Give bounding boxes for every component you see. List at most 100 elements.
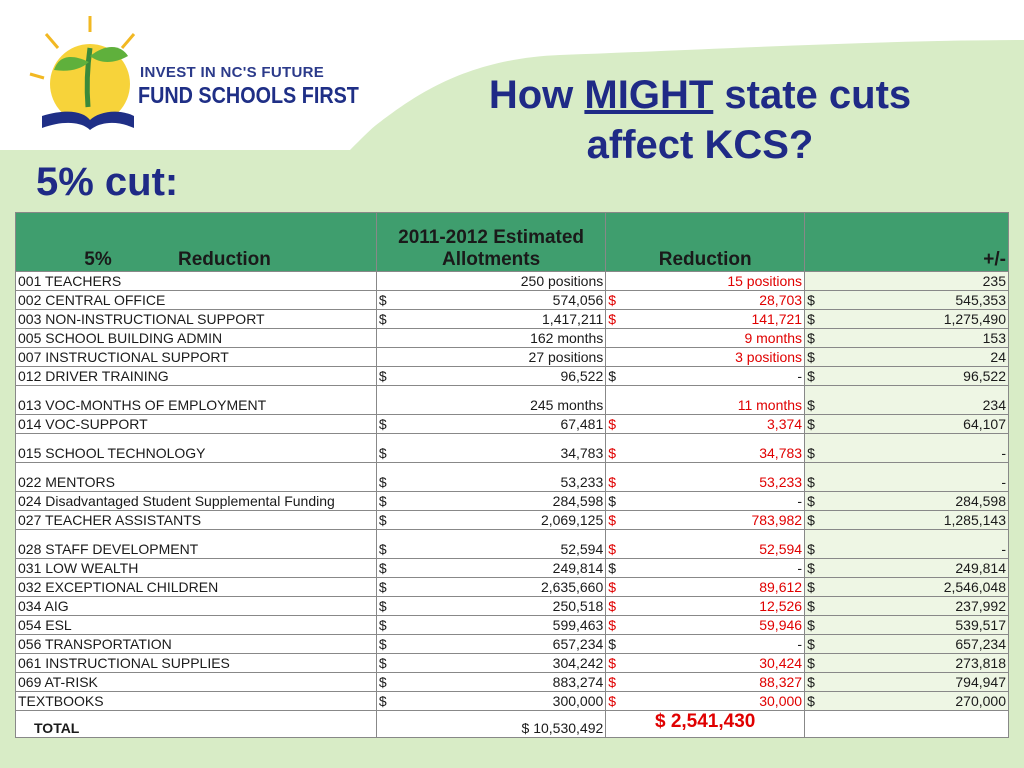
row-label: 032 EXCEPTIONAL CHILDREN — [15, 577, 377, 597]
allotment-cell: $250,518 — [375, 596, 607, 616]
reduction-cell-value: - — [797, 560, 803, 576]
difference-cell-currency: $ — [807, 617, 815, 633]
difference-cell-currency: $ — [807, 349, 815, 365]
table-row: 069 AT-RISK $883,274 $88,327 $794,947 — [15, 672, 1009, 692]
reduction-cell: $783,982 — [605, 510, 806, 530]
difference-cell: $284,598 — [804, 491, 1009, 511]
title-prefix: How — [488, 73, 585, 117]
row-label: 015 SCHOOL TECHNOLOGY — [15, 433, 377, 463]
header-allotments: 2011-2012 Estimated Allotments — [375, 212, 607, 272]
reduction-cell: $ - — [605, 634, 806, 654]
table-row: 054 ESL $599,463 $59,946 $539,517 — [15, 615, 1009, 635]
allotment-cell-currency: $ — [378, 693, 387, 709]
reduction-cell-currency: $ — [608, 541, 617, 557]
allotment-cell-currency: $ — [378, 311, 387, 327]
row-label: 056 TRANSPORTATION — [15, 634, 377, 654]
reduction-cell-currency: $ — [608, 693, 617, 709]
difference-cell-value: 24 — [990, 349, 1006, 365]
allotment-cell: $53,233 — [375, 462, 607, 492]
allotment-cell: 27 positions — [375, 347, 607, 367]
reduction-cell: $59,946 — [605, 615, 806, 635]
difference-cell-value: - — [1001, 541, 1006, 557]
reduction-cell: $53,233 — [605, 462, 806, 492]
reduction-cell-currency: $ — [608, 598, 617, 614]
difference-cell-value: 1,275,490 — [943, 311, 1006, 327]
allotment-cell-value: 883,274 — [552, 674, 604, 690]
allotment-cell-currency: $ — [378, 368, 387, 384]
difference-cell: $1,285,143 — [804, 510, 1009, 530]
difference-cell-currency: $ — [807, 445, 815, 461]
row-label: TEXTBOOKS — [15, 691, 377, 711]
table-row: 012 DRIVER TRAINING $96,522 $ - $96,522 — [15, 366, 1009, 386]
header-category: 5% Reduction — [15, 212, 377, 272]
allotment-cell: $249,814 — [375, 558, 607, 578]
reduction-cell-value: 53,233 — [759, 474, 803, 490]
reduction-cell-currency: $ — [608, 674, 617, 690]
reduction-cell: 9 months — [605, 328, 806, 348]
table-row: 014 VOC-SUPPORT $67,481 $3,374 $64,107 — [15, 414, 1009, 434]
table-row: 028 STAFF DEVELOPMENT $52,594 $52,594 $ - — [15, 529, 1009, 559]
difference-cell: 235 — [804, 271, 1009, 291]
reduction-cell: $88,327 — [605, 672, 806, 692]
table-row: 032 EXCEPTIONAL CHILDREN $2,635,660 $89,61… — [15, 577, 1009, 597]
allotment-cell-value: 300,000 — [552, 693, 604, 709]
difference-cell-value: 273,818 — [955, 655, 1006, 671]
difference-cell: $1,275,490 — [804, 309, 1009, 329]
row-label: 022 MENTORS — [15, 462, 377, 492]
reduction-cell-currency: $ — [608, 560, 617, 576]
reduction-cell-value: - — [797, 368, 803, 384]
difference-cell-value: 284,598 — [955, 493, 1006, 509]
allotment-cell-currency: $ — [378, 445, 387, 461]
table-row: 007 INSTRUCTIONAL SUPPORT 27 positions 3 p… — [15, 347, 1009, 367]
difference-cell-value: 153 — [982, 330, 1006, 346]
difference-cell-value: 2,546,048 — [943, 579, 1006, 595]
logo-name: FUND SCHOOLS FIRST — [138, 82, 359, 108]
difference-cell: $545,353 — [804, 290, 1009, 310]
allotment-cell-currency: $ — [378, 674, 387, 690]
reduction-cell: $34,783 — [605, 433, 806, 463]
row-label: 003 NON-INSTRUCTIONAL SUPPORT — [15, 309, 377, 329]
table-row: 015 SCHOOL TECHNOLOGY $34,783 $34,783 $ - — [15, 433, 1009, 463]
table-row: 002 CENTRAL OFFICE $574,056 $28,703 $545,35… — [15, 290, 1009, 310]
reduction-cell-value: 59,946 — [759, 617, 803, 633]
difference-cell-value: 96,522 — [963, 368, 1006, 384]
allotment-cell-value: 657,234 — [552, 636, 604, 652]
row-label: 054 ESL — [15, 615, 377, 635]
reduction-cell: 11 months — [605, 385, 806, 415]
allotment-cell-currency: $ — [378, 598, 387, 614]
reduction-cell: 15 positions — [605, 271, 806, 291]
difference-cell: $24 — [804, 347, 1009, 367]
reduction-cell: $ - — [605, 558, 806, 578]
allotment-cell: $574,056 — [375, 290, 607, 310]
allotment-cell: $2,069,125 — [375, 510, 607, 530]
difference-cell: $ - — [804, 529, 1009, 559]
difference-cell-currency: $ — [807, 474, 815, 490]
allotment-cell-value: 2,635,660 — [540, 579, 604, 595]
difference-cell-value: 234 — [982, 397, 1006, 413]
title-emphasis: MIGHT — [584, 73, 714, 117]
difference-cell: $249,814 — [804, 558, 1009, 578]
row-label: 024 Disadvantaged Student Supplemental F… — [15, 491, 377, 511]
difference-cell: $273,818 — [804, 653, 1009, 673]
reduction-cell: $ - — [605, 366, 806, 386]
row-label: 034 AIG — [15, 596, 377, 616]
difference-cell-currency: $ — [807, 292, 815, 308]
allotment-cell: 250 positions — [375, 271, 607, 291]
reduction-cell-currency: $ — [608, 368, 617, 384]
reduction-cell: $89,612 — [605, 577, 806, 597]
difference-cell: $539,517 — [804, 615, 1009, 635]
reduction-cell-currency: $ — [608, 311, 617, 327]
allotment-cell: $657,234 — [375, 634, 607, 654]
table-row: 034 AIG $250,518 $12,526 $237,992 — [15, 596, 1009, 616]
allotment-cell-currency: $ — [378, 493, 387, 509]
reduction-cell-currency: $ — [608, 617, 617, 633]
allotment-cell-currency: $ — [378, 636, 387, 652]
reduction-cell: $30,000 — [605, 691, 806, 711]
difference-cell-currency: $ — [807, 636, 815, 652]
allotment-cell-value: 52,594 — [560, 541, 604, 557]
reduction-cell-currency: $ — [608, 493, 617, 509]
reduction-cell-currency: $ — [608, 579, 617, 595]
difference-cell-currency: $ — [807, 512, 815, 528]
reduction-cell-value: 30,000 — [759, 693, 803, 709]
difference-cell-currency: $ — [807, 579, 815, 595]
